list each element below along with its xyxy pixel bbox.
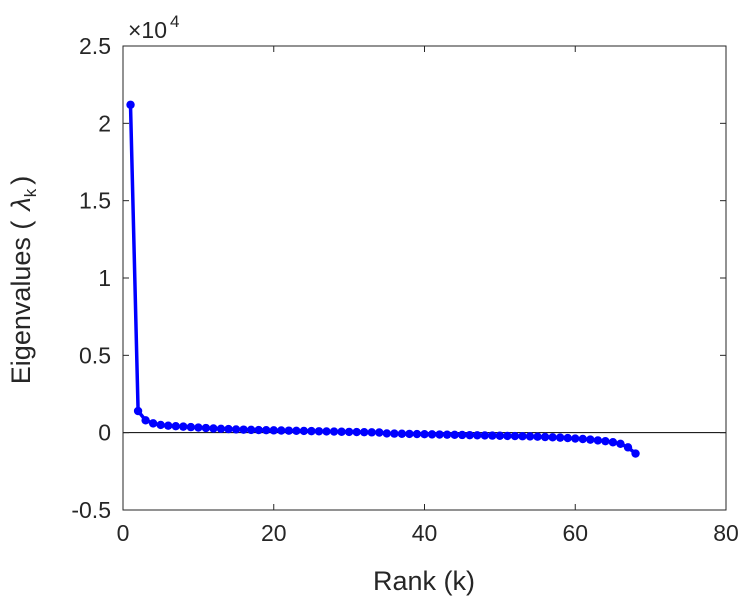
data-point: [510, 431, 520, 441]
data-point: [427, 430, 437, 439]
data-point: [171, 421, 180, 431]
data-point: [608, 438, 618, 447]
data-point: [631, 449, 640, 458]
data-point: [141, 416, 150, 425]
x-tick-label: 60: [562, 520, 588, 546]
data-point: [164, 421, 173, 430]
data-point: [533, 432, 542, 441]
data-point: [571, 434, 580, 443]
data-point: [269, 426, 278, 435]
x-tick-label: 80: [713, 520, 739, 546]
data-point: [623, 443, 633, 452]
x-tick-label: 20: [261, 520, 287, 546]
data-point: [209, 424, 218, 433]
plot-area: [122, 45, 727, 511]
data-point: [126, 100, 135, 109]
data-point: [322, 427, 331, 436]
data-point: [465, 430, 474, 440]
data-point: [563, 433, 572, 443]
y-tick-label: 0.5: [79, 342, 111, 368]
data-point: [148, 419, 158, 428]
x-tick-label: 40: [412, 520, 438, 546]
data-point: [216, 424, 226, 433]
y-tick-label: 2.5: [79, 33, 111, 59]
data-point: [314, 427, 324, 436]
tick-layer: 0 20 40 60 80-0.500.511.522.5: [71, 33, 738, 546]
data-point: [201, 423, 211, 433]
y-tick-label: 1: [98, 265, 111, 291]
data-point: [586, 435, 595, 444]
data-point: [367, 428, 376, 437]
data-point: [246, 425, 256, 435]
data-point: [593, 436, 603, 445]
data-point: [616, 439, 625, 449]
x-axis-title: Rank (k): [373, 566, 475, 596]
data-point: [299, 426, 309, 436]
data-point: [525, 432, 535, 441]
data-point: [239, 425, 248, 434]
data-point: [329, 427, 339, 436]
y-axis-title: Eigenvalues ( λk): [6, 176, 40, 384]
data-point: [307, 426, 316, 436]
data-point: [488, 431, 497, 440]
y-tick-label: -0.5: [71, 497, 111, 523]
y-axis-title-symbol: λ: [6, 197, 36, 212]
y-axis-multiplier-exponent: 4: [170, 12, 179, 31]
data-point: [412, 429, 422, 439]
data-point: [540, 432, 550, 442]
data-point: [495, 431, 505, 440]
axes-box: [122, 45, 727, 511]
series-layer: [126, 100, 640, 458]
data-point: [284, 426, 294, 435]
data-point: [179, 422, 188, 431]
data-point: [518, 432, 527, 441]
y-tick-label: 1.5: [79, 188, 111, 214]
data-point: [352, 427, 361, 437]
data-point: [405, 429, 414, 439]
data-point: [435, 430, 444, 439]
y-axis-title-subscript: k: [21, 188, 40, 197]
y-tick-label: 2: [98, 110, 111, 136]
data-point: [480, 431, 489, 440]
series-line: [128, 104, 637, 455]
data-point: [382, 429, 392, 438]
data-point: [420, 430, 429, 439]
data-point: [224, 424, 233, 434]
data-point: [397, 429, 407, 438]
data-point: [442, 430, 452, 439]
data-point: [450, 430, 459, 440]
y-axis-title-suffix: ): [6, 176, 36, 185]
data-point: [555, 433, 565, 442]
data-point: [292, 426, 301, 436]
data-point: [344, 427, 354, 437]
x-tick-label: 0: [117, 520, 130, 546]
data-point: [548, 433, 557, 442]
data-point: [231, 425, 241, 434]
data-point: [254, 425, 263, 435]
y-axis-title-prefix: Eigenvalues (: [6, 221, 36, 385]
y-tick-label: 0: [98, 420, 111, 446]
data-point: [473, 431, 482, 440]
data-point: [375, 428, 384, 437]
data-point: [194, 423, 203, 432]
data-point: [503, 431, 512, 441]
data-point: [133, 406, 143, 416]
data-point: [578, 434, 587, 444]
data-point: [186, 422, 196, 432]
data-point: [277, 426, 286, 435]
y-axis-multiplier: ×10 4: [128, 12, 179, 43]
data-point: [156, 420, 165, 430]
data-point: [262, 425, 271, 435]
data-point: [390, 429, 399, 438]
data-point: [337, 427, 346, 436]
data-point: [601, 436, 610, 446]
y-axis-multiplier-base: ×10: [128, 17, 167, 43]
data-point: [457, 430, 467, 440]
data-point: [360, 428, 369, 437]
